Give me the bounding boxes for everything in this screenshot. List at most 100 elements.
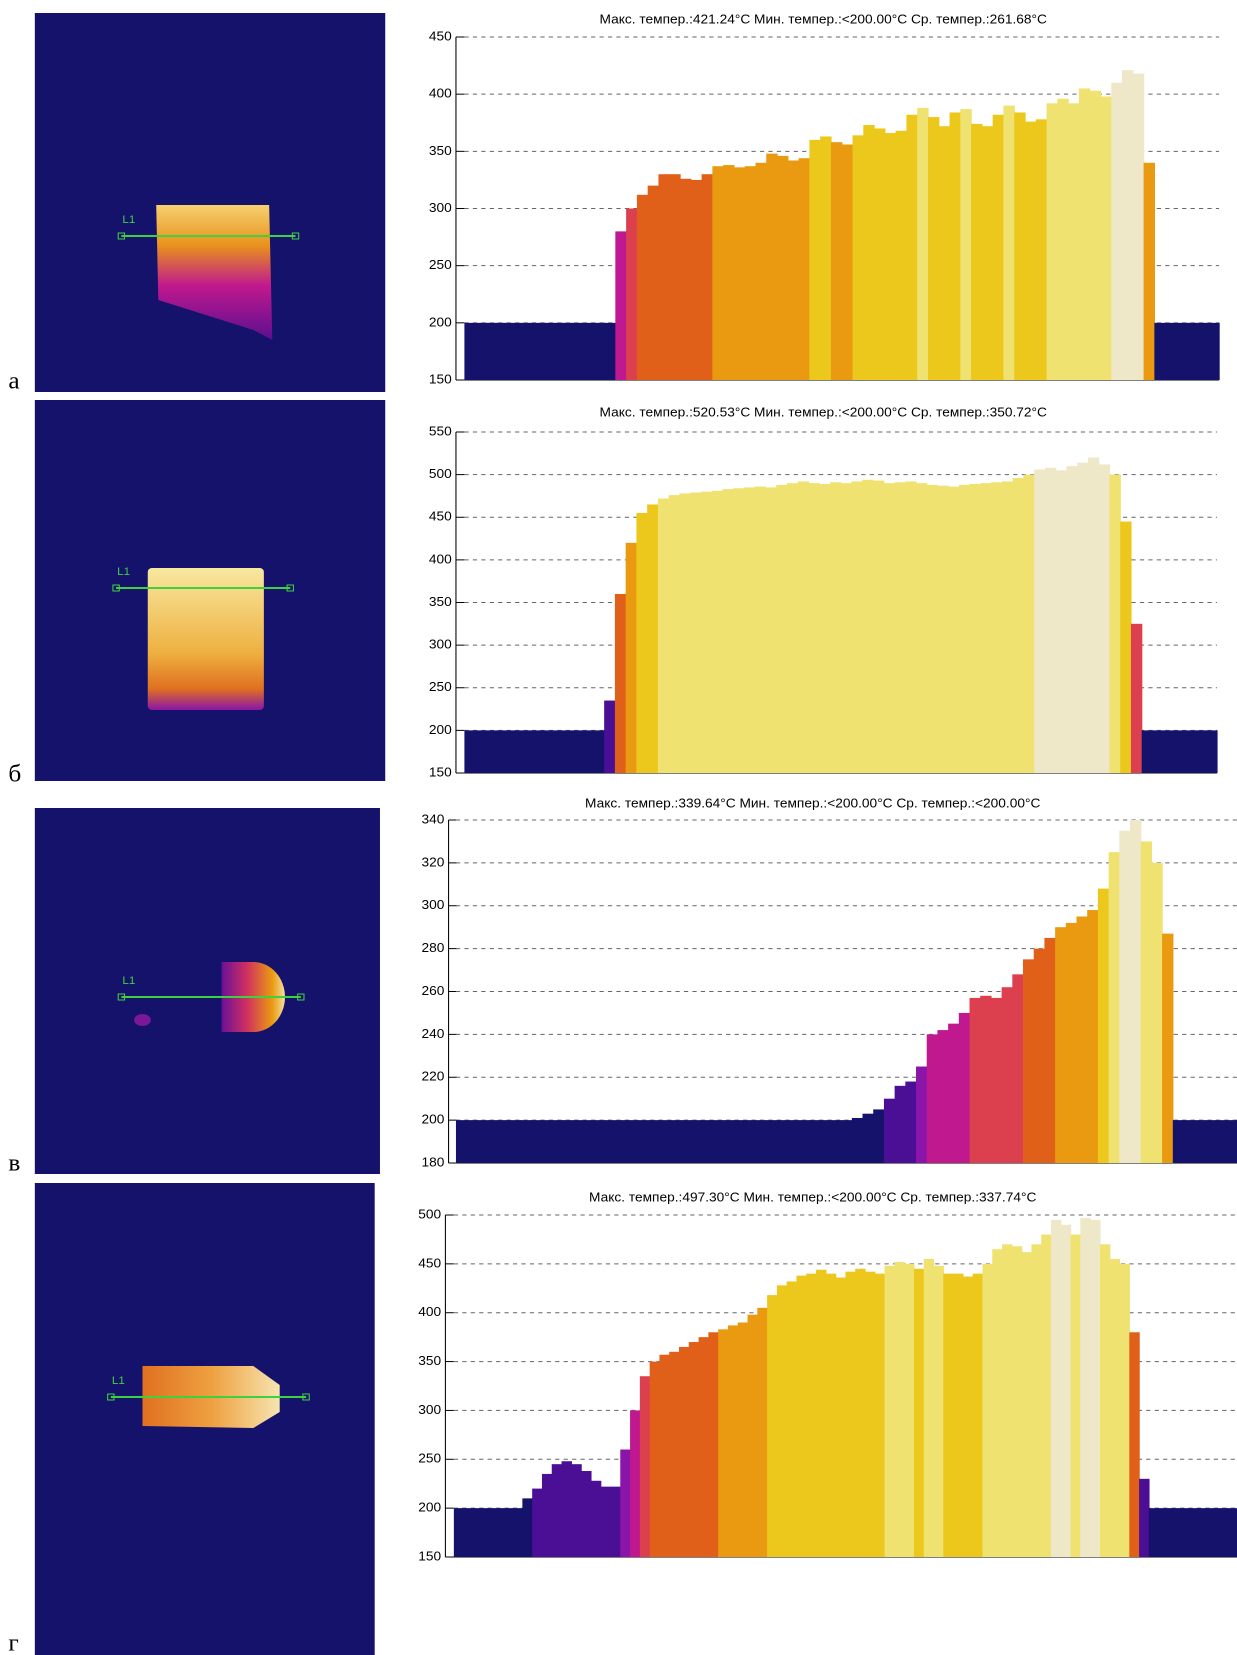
bar bbox=[819, 484, 831, 773]
bar bbox=[529, 322, 541, 380]
bar bbox=[797, 481, 810, 773]
y-tick-label: 400 bbox=[429, 86, 452, 101]
bar bbox=[830, 142, 843, 380]
bar bbox=[744, 166, 757, 380]
bar bbox=[647, 185, 660, 380]
bar bbox=[754, 486, 767, 773]
bar bbox=[600, 1486, 612, 1557]
chart-title: Макс. темпер.:339.64°C Мин. темпер.:<200… bbox=[585, 796, 1041, 811]
bar bbox=[475, 730, 487, 773]
bar bbox=[971, 123, 983, 380]
bar bbox=[711, 490, 724, 773]
bar bbox=[483, 1508, 494, 1557]
bar bbox=[894, 1085, 906, 1163]
y-tick-label: 350 bbox=[429, 594, 452, 609]
bar bbox=[1172, 1120, 1185, 1163]
bar bbox=[969, 484, 982, 773]
bar bbox=[1025, 121, 1037, 381]
y-tick-label: 150 bbox=[418, 1549, 441, 1564]
bar bbox=[582, 322, 595, 380]
bar bbox=[798, 1120, 810, 1163]
bar bbox=[1041, 1234, 1052, 1557]
bar bbox=[937, 485, 949, 773]
bar bbox=[659, 1354, 670, 1557]
bar bbox=[990, 997, 1003, 1163]
bar bbox=[626, 208, 638, 380]
bar bbox=[835, 1277, 847, 1557]
bar bbox=[584, 1120, 596, 1163]
bar bbox=[518, 322, 530, 380]
bar bbox=[894, 482, 906, 773]
bar bbox=[648, 1120, 660, 1163]
bar bbox=[841, 144, 854, 380]
bar bbox=[913, 1268, 925, 1557]
y-tick-label: 150 bbox=[429, 765, 452, 780]
bar bbox=[493, 1508, 504, 1557]
bar bbox=[904, 1263, 915, 1557]
bar bbox=[1021, 1252, 1033, 1557]
bar bbox=[1206, 730, 1218, 773]
bar bbox=[916, 1066, 928, 1163]
bar bbox=[1141, 730, 1154, 773]
bar bbox=[1099, 1244, 1111, 1557]
bar bbox=[948, 486, 960, 773]
bar bbox=[980, 483, 992, 773]
bar bbox=[851, 481, 863, 773]
bar bbox=[722, 489, 734, 773]
bar bbox=[933, 1265, 944, 1557]
bar bbox=[816, 1269, 827, 1557]
bar bbox=[1012, 974, 1024, 1163]
bar bbox=[1165, 322, 1177, 380]
bar bbox=[1173, 730, 1186, 773]
y-tick-label: 350 bbox=[418, 1353, 441, 1368]
bar bbox=[1178, 1508, 1189, 1557]
bar bbox=[1186, 322, 1199, 380]
bar bbox=[1076, 916, 1088, 1163]
y-tick-label: 300 bbox=[429, 637, 452, 652]
bar bbox=[1044, 467, 1057, 773]
bar bbox=[581, 1471, 592, 1557]
y-tick-label: 450 bbox=[429, 509, 452, 524]
svg-text:L1: L1 bbox=[117, 566, 130, 578]
bar bbox=[948, 1023, 960, 1163]
bar bbox=[972, 1273, 984, 1557]
bar bbox=[992, 114, 1005, 380]
bar bbox=[1057, 98, 1069, 381]
bar bbox=[698, 1337, 710, 1557]
bar bbox=[509, 1120, 521, 1163]
bar bbox=[522, 1498, 533, 1557]
bar bbox=[905, 481, 917, 773]
y-tick-label: 250 bbox=[418, 1451, 441, 1466]
bar bbox=[572, 322, 584, 380]
bar bbox=[1077, 462, 1089, 773]
panel-label: г bbox=[8, 1630, 18, 1655]
bar bbox=[561, 1461, 572, 1557]
bar bbox=[1108, 852, 1120, 1163]
bar bbox=[1183, 1120, 1195, 1163]
chart-title: Макс. темпер.:520.53°C Мин. темпер.:<200… bbox=[600, 405, 1048, 420]
bar bbox=[507, 730, 519, 773]
y-tick-label: 200 bbox=[429, 722, 452, 737]
thermal-image: L1 bbox=[34, 808, 380, 1174]
bar bbox=[604, 322, 616, 380]
bar bbox=[1001, 987, 1013, 1163]
y-tick-label: 340 bbox=[421, 812, 444, 827]
y-tick-label: 450 bbox=[429, 29, 452, 44]
bar bbox=[1035, 119, 1048, 380]
bar bbox=[862, 479, 874, 773]
bar bbox=[1140, 841, 1153, 1163]
bar bbox=[1023, 474, 1035, 773]
bar bbox=[1111, 82, 1123, 380]
bar bbox=[1066, 466, 1078, 773]
bar bbox=[743, 487, 756, 773]
bar bbox=[1003, 105, 1015, 380]
bar bbox=[595, 1120, 607, 1163]
bar bbox=[625, 542, 638, 773]
bar bbox=[884, 1265, 896, 1557]
bar bbox=[747, 1314, 758, 1557]
bar bbox=[992, 1249, 1003, 1557]
y-tick-label: 300 bbox=[421, 898, 444, 913]
bar bbox=[786, 483, 799, 773]
bar bbox=[1055, 470, 1068, 773]
